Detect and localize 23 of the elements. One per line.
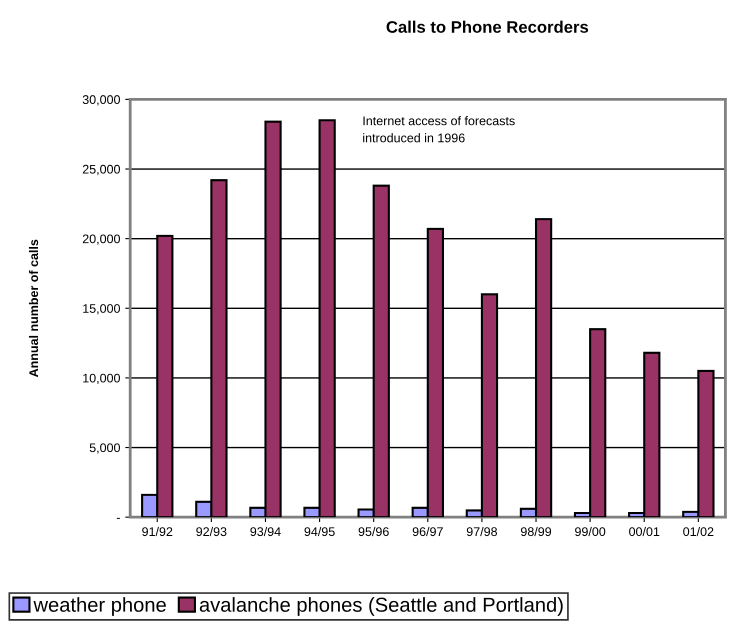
annotation: Internet access of forecasts introduced in 1996 [363,116,515,142]
x-tick-label: 93/94 [250,526,281,536]
x-tick-label: 94/95 [304,526,335,536]
y-axis-title: Annual number of calls [28,240,38,378]
y-tick-label: 25,000 [82,164,120,176]
x-tick-label: 95/96 [358,526,389,536]
x-tick-label: 92/93 [196,526,226,536]
y-tick-label: 30,000 [82,95,120,106]
y-tick-label: - [116,518,120,519]
legend-label: avalanche phones (Seattle and Portland) [200,597,563,616]
legend-label: weather phone [33,597,166,616]
x-tick-label: 98/99 [520,526,552,536]
x-tick-label: 97/98 [466,526,498,536]
y-tick-label: 5,000 [90,443,120,454]
y-tick-label: 15,000 [83,304,120,314]
x-tick-label: 99/00 [575,526,606,536]
x-tick-label: 00/01 [629,526,660,536]
y-tick-label: 20,000 [82,234,120,245]
y-tick-label: 10,000 [83,374,120,384]
x-tick-label: 91/92 [142,526,172,536]
x-tick-label: 01/02 [683,526,714,536]
x-tick-label: 96/97 [412,526,443,536]
chart-title: Calls to Phone Recorders [386,20,588,33]
